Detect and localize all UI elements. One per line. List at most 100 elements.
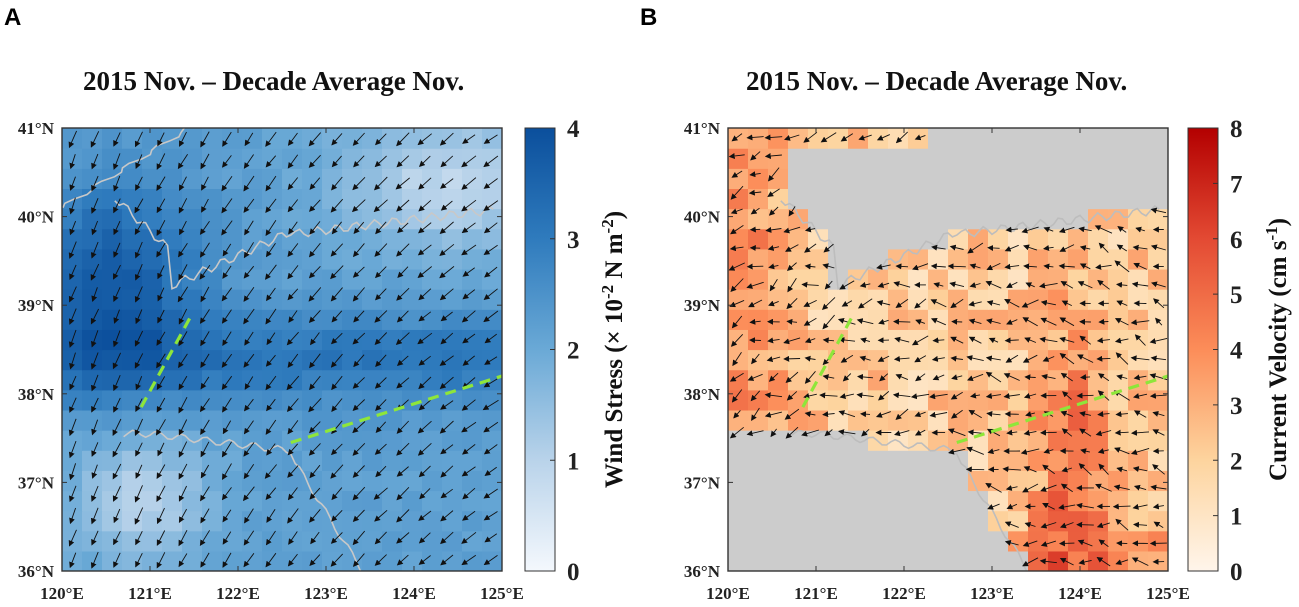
- field-cell: [242, 550, 263, 571]
- field-cell: [302, 389, 323, 411]
- field-cell: [282, 409, 303, 431]
- vector-arrow: [331, 487, 343, 501]
- vector-arrow: [69, 485, 77, 503]
- field-cell: [242, 148, 263, 169]
- field-cell: [1108, 369, 1129, 391]
- field-cell: [82, 248, 103, 270]
- vector-arrow: [895, 408, 909, 420]
- field-cell: [102, 188, 123, 210]
- vector-arrow: [396, 199, 410, 212]
- vector-arrow: [1098, 463, 1109, 475]
- vector-arrow: [439, 355, 454, 366]
- vector-arrow: [418, 510, 432, 521]
- field-cell: [968, 208, 989, 230]
- vector-arrow: [786, 391, 798, 401]
- field-cell: [1028, 188, 1049, 210]
- vector-arrow: [221, 155, 232, 168]
- field-cell: [482, 168, 502, 190]
- field-cell: [462, 289, 483, 310]
- vector-arrow: [838, 429, 856, 436]
- vector-arrow: [1149, 337, 1168, 345]
- vector-arrow: [373, 199, 388, 213]
- vector-arrow: [840, 354, 854, 363]
- field-cell: [462, 188, 483, 210]
- vector-arrow: [178, 198, 188, 214]
- field-cell: [1088, 208, 1109, 230]
- field-cell: [1068, 168, 1089, 190]
- field-cell: [282, 389, 303, 411]
- field-cell: [482, 389, 502, 411]
- field-cell: [262, 349, 283, 371]
- vector-arrow: [1133, 393, 1148, 399]
- field-cell: [222, 510, 243, 532]
- field-cell: [1148, 228, 1168, 250]
- vector-arrow: [878, 318, 889, 325]
- field-cell: [162, 349, 183, 371]
- field-cell: [888, 208, 909, 230]
- vector-arrow: [1114, 260, 1130, 273]
- vector-arrow: [1135, 226, 1145, 233]
- vector-arrow: [265, 552, 277, 568]
- vector-arrow: [352, 243, 365, 258]
- vector-arrow: [287, 487, 298, 501]
- field-cell: [988, 248, 1009, 270]
- field-cell: [1108, 268, 1129, 290]
- field-cell: [928, 148, 949, 169]
- vector-arrow: [841, 300, 853, 307]
- field-cell: [1128, 490, 1149, 512]
- vector-arrow: [90, 374, 99, 392]
- field-cell: [102, 148, 123, 169]
- field-cell: [1148, 510, 1168, 532]
- field-cell: [888, 349, 909, 371]
- field-cell: [828, 289, 849, 310]
- field-cell: [1128, 329, 1149, 351]
- vector-arrow: [929, 411, 948, 418]
- field-cell: [768, 389, 789, 411]
- field-cell: [362, 450, 383, 471]
- vector-arrow: [461, 421, 477, 433]
- field-cell: [1088, 369, 1109, 391]
- field-cell: [848, 248, 869, 270]
- field-cell: [242, 349, 263, 371]
- field-cell: [1048, 470, 1069, 492]
- vector-arrow: [966, 355, 984, 362]
- field-cell: [948, 470, 969, 492]
- vector-arrow: [1060, 410, 1074, 417]
- field-cell: [122, 289, 143, 310]
- field-cell: [262, 148, 283, 169]
- field-cell: [322, 470, 343, 492]
- vector-arrow: [749, 318, 761, 325]
- field-cell: [362, 128, 383, 149]
- field-cell: [748, 349, 769, 371]
- field-cell: [222, 490, 243, 512]
- field-cell: [442, 470, 463, 492]
- field-cell: [422, 530, 443, 552]
- vector-arrow: [395, 177, 410, 190]
- field-cell: [1028, 148, 1049, 169]
- vector-arrow: [200, 131, 210, 148]
- field-cell: [1108, 470, 1129, 492]
- field-cell: [102, 208, 123, 230]
- field-cell: [482, 530, 502, 552]
- field-cell: [422, 450, 443, 471]
- field-cell: [122, 208, 143, 230]
- vector-arrow: [68, 440, 77, 459]
- y-tick-label: 40°N: [684, 208, 721, 227]
- vector-arrow: [1149, 392, 1167, 399]
- vector-arrow: [178, 553, 188, 568]
- vector-arrow: [770, 428, 777, 438]
- vector-arrow: [222, 509, 232, 523]
- field-cell: [402, 289, 423, 310]
- vector-arrow: [396, 155, 410, 168]
- field-cell: [1148, 188, 1168, 210]
- field-cell: [142, 309, 163, 330]
- field-cell: [1008, 430, 1029, 451]
- vector-arrow: [243, 308, 255, 325]
- vector-arrow: [1022, 354, 1038, 363]
- colorbar-tick-label: 3: [1230, 393, 1243, 420]
- field-cell: [1088, 309, 1109, 330]
- colorbar-tick-label: 1: [1230, 504, 1243, 531]
- field-cell: [868, 289, 889, 310]
- field-cell: [402, 550, 423, 571]
- vector-arrow: [244, 132, 254, 147]
